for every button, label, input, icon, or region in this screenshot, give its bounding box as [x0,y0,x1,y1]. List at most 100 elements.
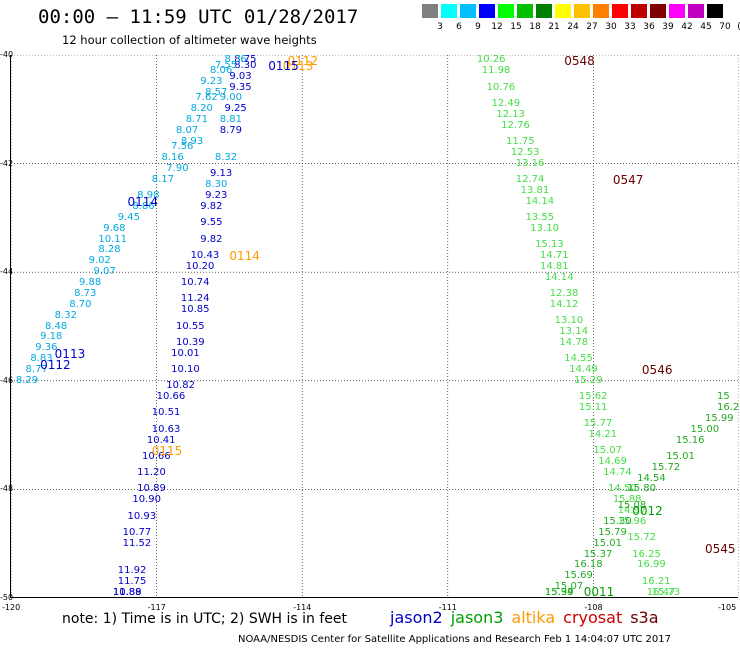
swh-value: 12.38 [549,287,579,299]
swh-value: 10.01 [171,347,200,359]
swh-value: 9.55 [200,217,223,229]
scale-label: 21 [548,22,560,32]
page-subtitle: 12 hour collection of altimeter wave hei… [62,33,317,47]
swh-value: 10.66 [142,450,171,462]
swh-value: 14.81 [540,260,569,272]
pass-number-label: 0546 [641,362,673,377]
swh-value: 14.50 [607,483,637,495]
swh-value: 15.39 [544,587,574,598]
swh-value: 15.08 [617,499,647,511]
scale-label: 45 [700,22,712,32]
pass-number-label: 0114 [127,194,159,209]
swh-value: 9.07 [93,266,116,278]
swh-value: 10.11 [98,233,127,245]
lon-tick-label: -117 [147,603,166,612]
swh-value: 8.79 [219,125,242,137]
pass-number-label: 0114 [229,248,260,263]
swh-value: 15 [717,391,730,403]
swh-value: 15.16 [675,434,705,446]
satellite-legend: jason2 jason3 altika cryosat s3a [390,608,667,627]
swh-value: 9.02 [88,255,111,267]
scale-swatch [479,4,495,18]
swh-value: 8.32 [214,152,238,164]
swh-value: 15.37 [583,548,613,560]
scale-swatch [574,4,590,18]
scale-label: 39 [662,22,674,32]
pass-number-label: 0113 [282,58,314,73]
scale-swatch [612,4,628,18]
swh-value: 14.21 [588,429,618,441]
swh-value: 11.75 [506,135,535,147]
swh-value: 14.74 [603,467,632,479]
swh-value: 15.01 [666,450,695,462]
swh-value: 9.36 [35,342,58,354]
scale-swatch [422,4,438,18]
swh-value: 13.10 [554,315,584,327]
swh-value: 8.30 [234,59,257,71]
swh-value: 9.68 [103,222,126,234]
legend-entry: cryosat [563,608,623,627]
swh-value: 12.49 [491,97,521,109]
swh-value: 10.41 [146,434,176,446]
swh-value: 15.30 [603,515,632,527]
scale-label: 3 [437,22,443,32]
scale-label: 12 [491,22,503,32]
swh-value: 8.29 [15,374,39,386]
scale-swatch [441,4,457,18]
swh-value: 10.55 [176,320,205,332]
scale-swatch [593,4,609,18]
swh-value: 9.13 [209,168,233,180]
swh-value: 12.13 [496,108,525,120]
pass-number-label: 0112 [287,54,319,68]
swh-value: 14.14 [525,195,555,207]
swh-value: 13.55 [525,211,555,223]
swh-value: 10.90 [132,494,161,506]
swh-value: 16.47 [646,586,676,598]
swh-value: 9.00 [219,92,242,104]
swh-value: 15.96 [617,515,647,527]
scale-label: 30 [605,22,617,32]
swh-value: 8.70 [69,298,92,310]
swh-value: 8.73 [74,287,97,299]
swh-value: 10.82 [166,380,195,392]
swh-value: 15.62 [578,391,608,403]
pass-number-label: 0012 [632,504,663,519]
swh-value: 13.10 [530,222,559,234]
swh-value: 7.55 [214,59,238,71]
swh-value: 15.01 [593,537,623,549]
scale-swatch [498,4,514,18]
scale-label: 33 [624,22,636,32]
swh-value: 8.32 [54,309,77,321]
pass-number-label: 0115 [151,444,183,459]
swh-value: 14.55 [564,353,593,365]
swh-value: 8.83 [30,353,53,365]
legend-entry: s3a [630,608,659,627]
swh-value: 7.62 [195,92,218,104]
scale-label: 70 [719,22,731,32]
scale-swatch [650,4,666,18]
swh-value: 9.35 [229,81,252,93]
swh-value: 8.98 [137,190,160,202]
swh-value: 8.57 [205,87,228,98]
swh-value: 8.75 [234,54,257,65]
scale-swatch [688,4,704,18]
swh-value: 10.20 [185,260,215,272]
swh-value: 12.76 [501,119,530,131]
swh-value: 10.89 [137,483,166,495]
swh-value: 10.39 [176,336,205,348]
scale-label: 18 [529,22,541,32]
swh-value: 10.26 [476,54,506,66]
swh-value: 15.11 [578,401,608,413]
swh-value: 8.48 [44,320,68,332]
swh-value: 15.94 [544,587,574,598]
swh-value: 15.99 [705,412,734,424]
swh-value: 15.29 [573,374,603,386]
swh-value: 14.78 [559,336,589,348]
scale-swatch [631,4,647,18]
swh-value: 14.14 [544,271,574,283]
lat-tick-label: -50 [0,593,14,602]
swh-value: 8.07 [176,125,199,137]
swh-value: 8.86 [132,201,155,213]
swh-value: 11.98 [481,65,511,77]
swh-value: 14.54 [637,472,666,484]
